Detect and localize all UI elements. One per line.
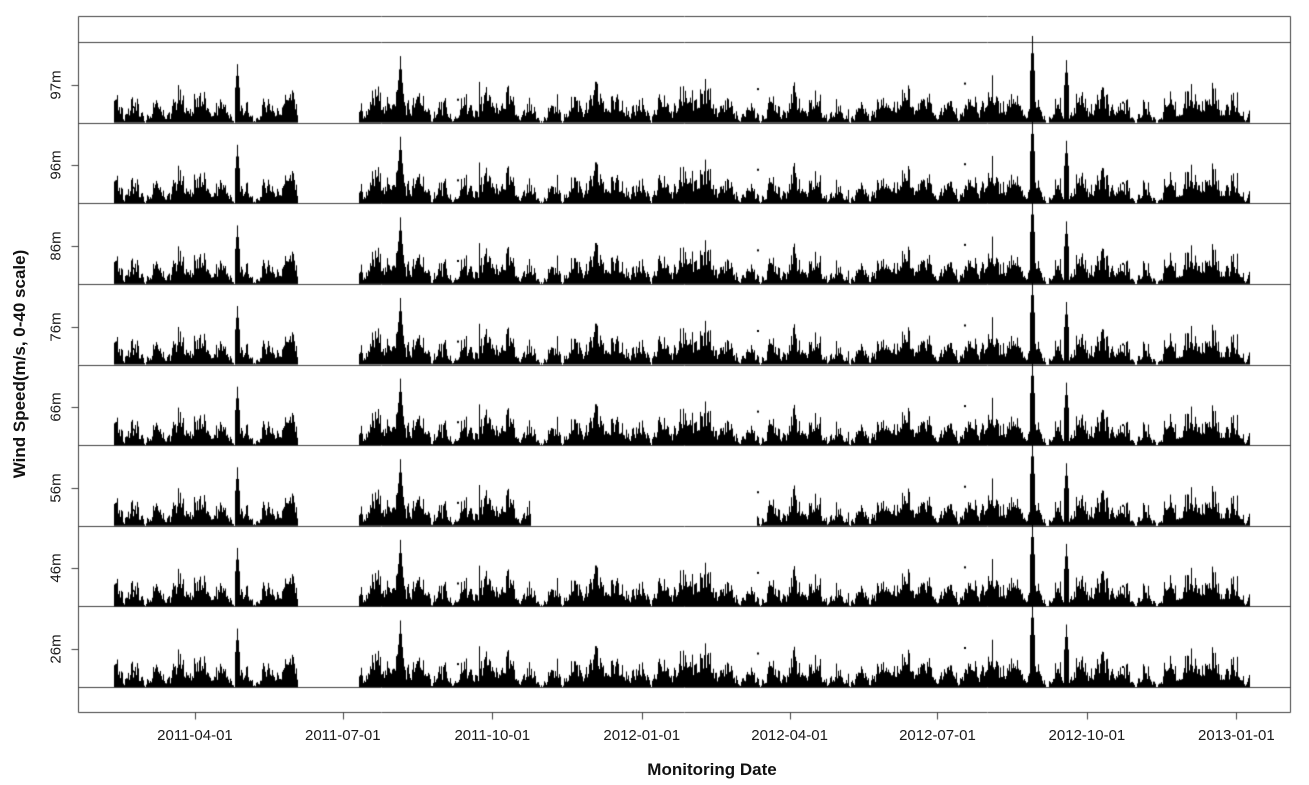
panel-label-76m: 76m bbox=[47, 311, 65, 342]
x-tick-label: 2012-10-01 bbox=[1048, 727, 1126, 744]
panel-label-46m: 46m bbox=[47, 553, 65, 583]
panel-label-96m: 96m bbox=[47, 150, 65, 180]
panel-label-56m: 56m bbox=[47, 473, 65, 503]
y-axis-title: Wind Speed(m/s, 0-40 scale) bbox=[10, 249, 29, 479]
x-tick-label: 2011-04-01 bbox=[157, 727, 233, 744]
panel-label-26m: 26m bbox=[47, 634, 65, 664]
panel-label-86m: 86m bbox=[47, 231, 65, 261]
x-tick-label: 2012-01-01 bbox=[603, 727, 681, 744]
x-tick-label: 2013-01-01 bbox=[1198, 727, 1275, 744]
x-tick-label: 2011-10-01 bbox=[454, 727, 531, 744]
panel-label-66m: 66m bbox=[47, 392, 65, 422]
x-axis-title: Monitoring Date bbox=[647, 760, 777, 779]
x-tick-label: 2012-07-01 bbox=[899, 727, 976, 744]
x-tick-label: 2011-07-01 bbox=[305, 727, 381, 744]
x-tick-label: 2012-04-01 bbox=[751, 727, 828, 744]
panel-label-97m: 97m bbox=[47, 70, 65, 100]
